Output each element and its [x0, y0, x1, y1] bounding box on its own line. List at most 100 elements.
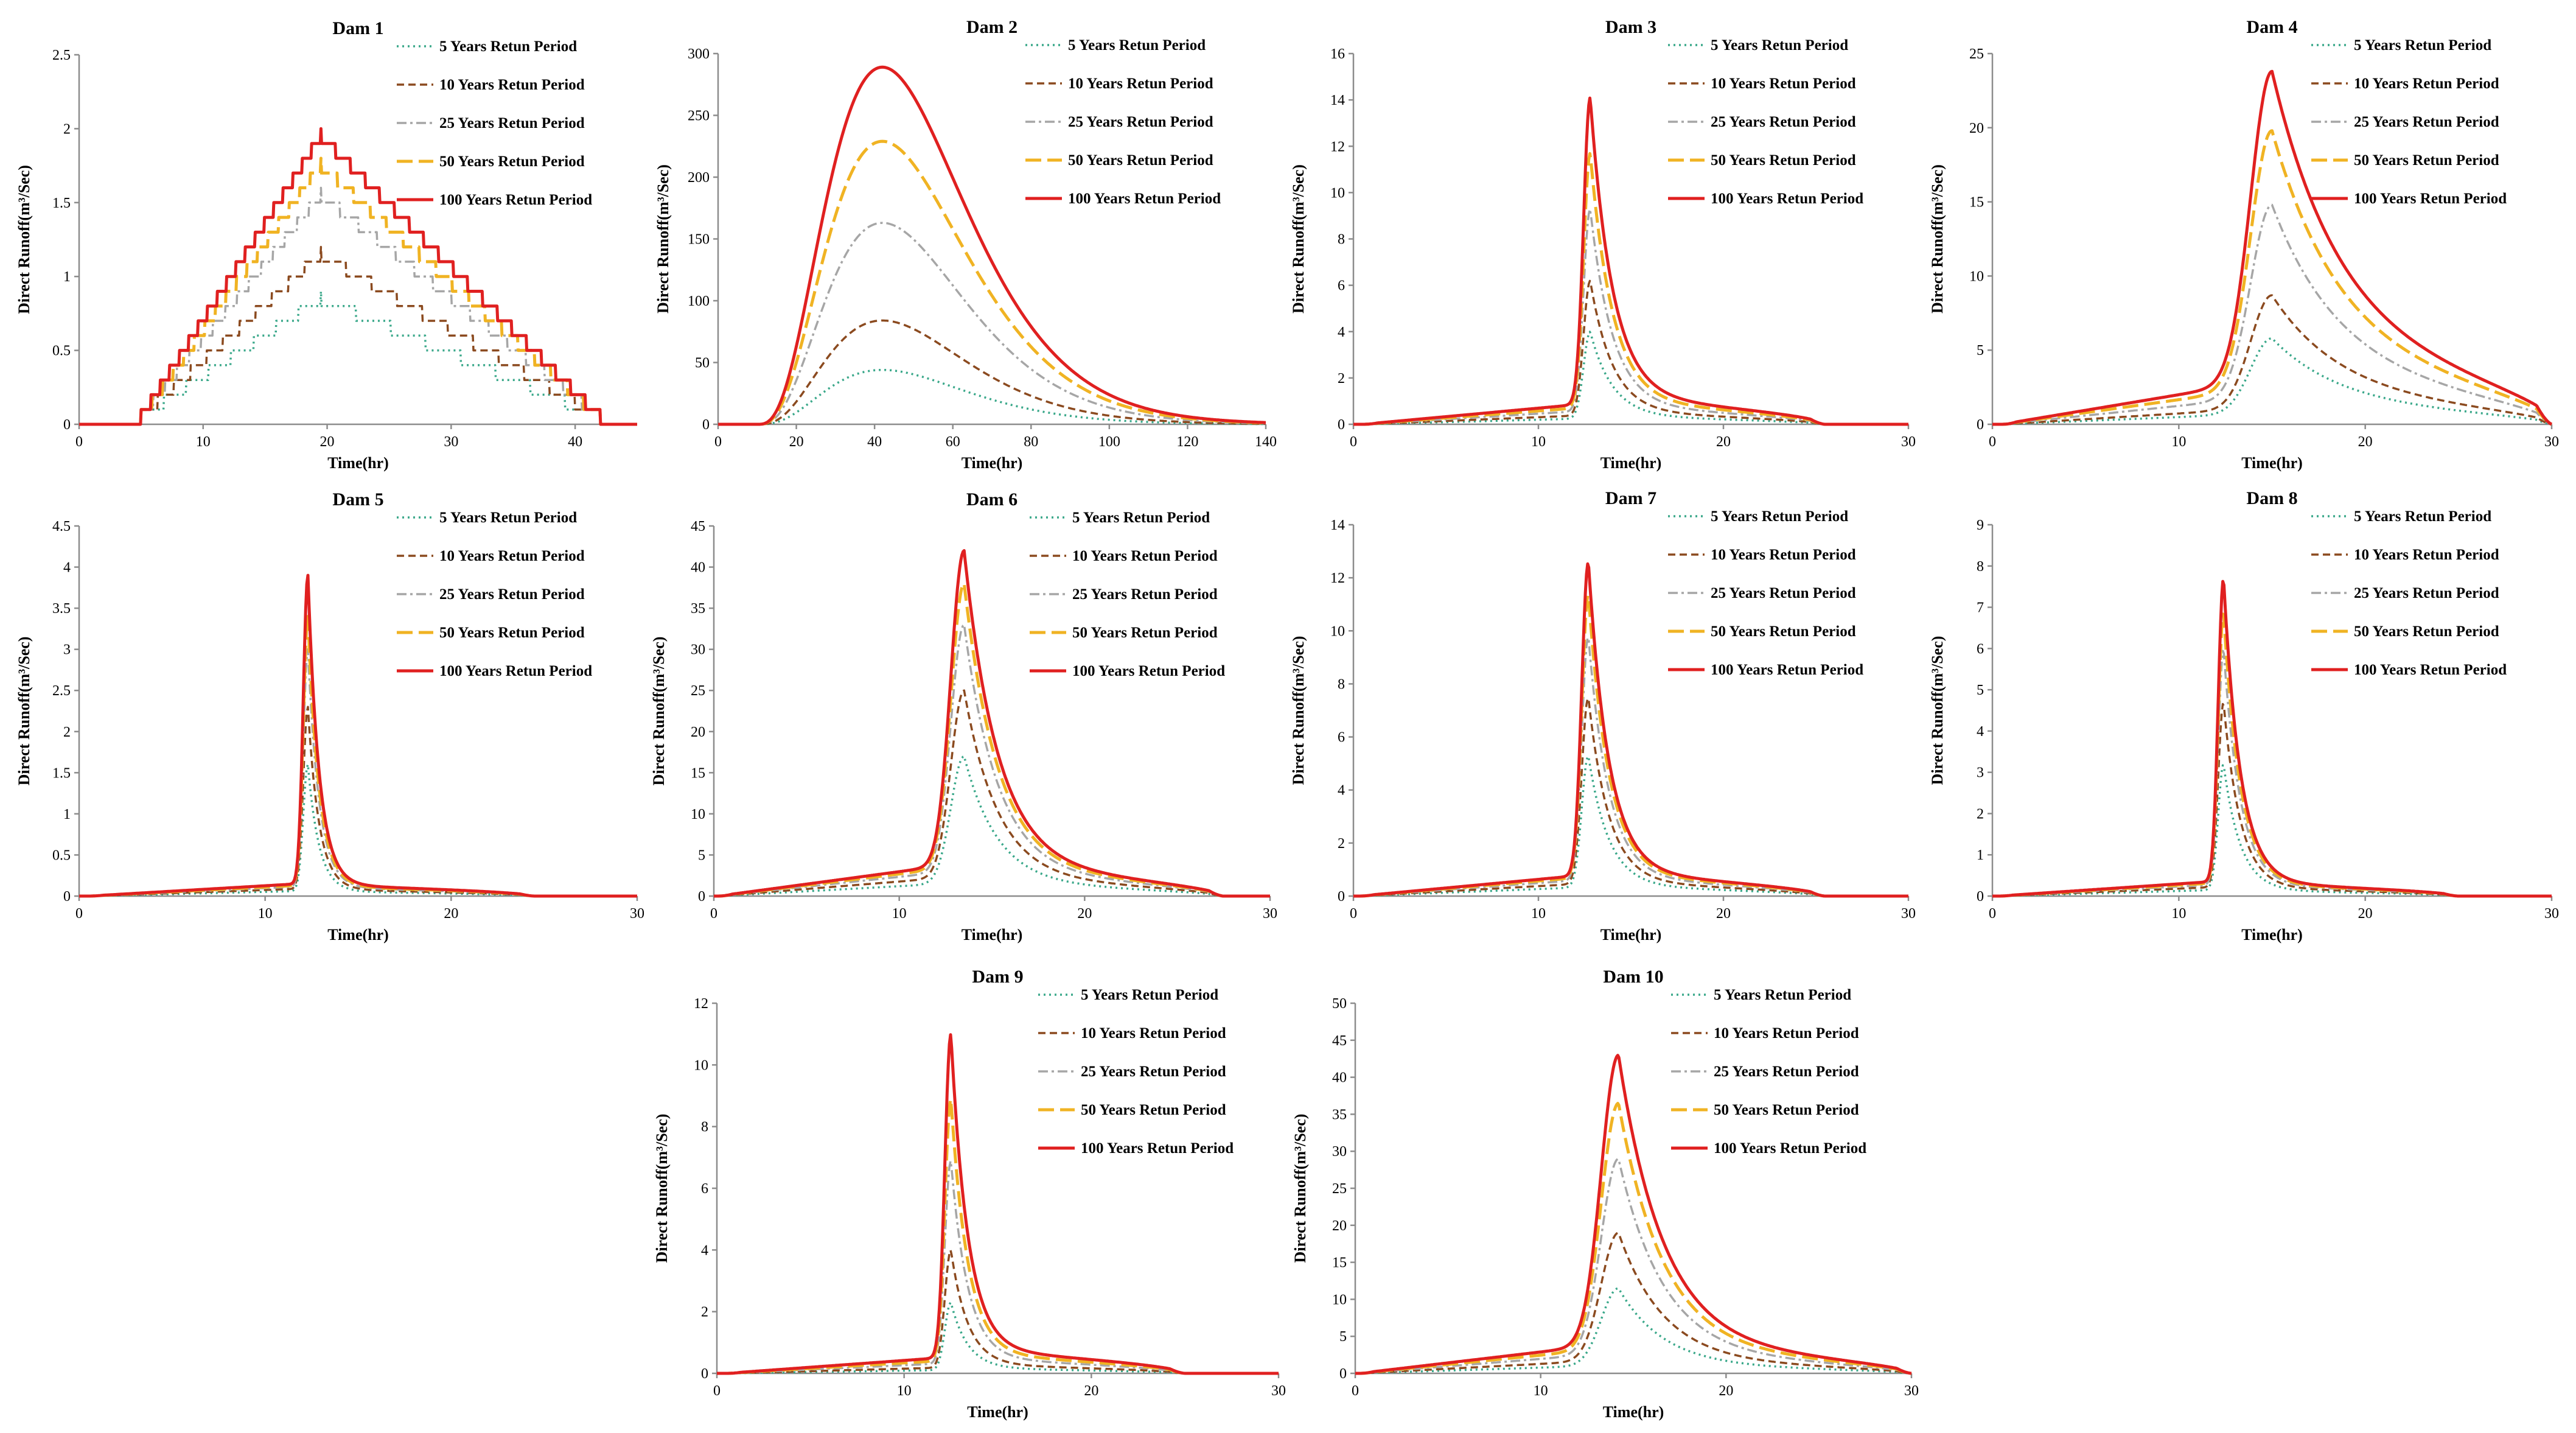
y-tick-label: 0 [1977, 889, 1984, 905]
legend-label-3: 25 Years Retun Period [1714, 1063, 1859, 1080]
y-axis-label: Direct Runoff(m³/Sec) [1929, 636, 1946, 785]
chart-title: Dam 4 [2246, 17, 2297, 37]
y-tick-label: 16 [1330, 46, 1345, 62]
x-tick-label: 30 [1904, 1383, 1919, 1399]
y-tick-label: 6 [1977, 641, 1984, 657]
series-line-5 [1355, 1054, 1912, 1375]
y-tick-label: 0.5 [52, 343, 71, 359]
y-tick-label: 2 [1338, 371, 1345, 387]
y-tick-label: 2.5 [52, 683, 71, 699]
y-tick-label: 5 [1977, 343, 1984, 359]
x-tick-label: 30 [1271, 1383, 1286, 1399]
series-line-4 [1992, 612, 2552, 898]
y-tick-label: 200 [688, 170, 710, 186]
x-axis-label: Time(hr) [2241, 926, 2303, 944]
x-tick-label: 0 [1352, 1383, 1359, 1399]
legend-label-5: 100 Years Retun Period [2354, 662, 2507, 678]
legend-label-1: 5 Years Retun Period [2354, 508, 2491, 525]
chart-title: Dam 3 [1605, 17, 1656, 37]
legend-label-5: 100 Years Retun Period [1714, 1140, 1866, 1157]
y-tick-label: 0 [702, 417, 710, 433]
x-tick-label: 30 [444, 434, 458, 450]
x-tick-label: 10 [258, 906, 273, 922]
y-tick-label: 2 [1338, 836, 1345, 852]
x-tick-label: 10 [2171, 906, 2186, 922]
legend-label-5: 100 Years Retun Period [1072, 663, 1225, 679]
y-tick-label: 4 [1977, 724, 1984, 740]
legend-label-2: 10 Years Retun Period [2354, 547, 2499, 563]
legend: 5 Years Retun Period 10 Years Retun Perio… [2311, 508, 2507, 678]
legend-label-5: 100 Years Retun Period [1711, 191, 1863, 207]
x-axis-label: Time(hr) [962, 454, 1023, 472]
x-tick-label: 20 [2358, 434, 2373, 450]
x-tick-label: 30 [1901, 434, 1916, 450]
y-tick-label: 45 [1332, 1033, 1347, 1049]
x-tick-label: 30 [630, 906, 644, 922]
series-line-1 [718, 368, 1266, 426]
x-tick-label: 0 [1350, 434, 1357, 450]
series-line-5 [78, 127, 638, 426]
x-tick-label: 40 [867, 434, 882, 450]
x-tick-label: 20 [1719, 1383, 1733, 1399]
chart-3: 0 2 4 6 8 10 12 14 16 0 10 20 30 Dam 3 Time(hr) Direct … [1290, 17, 1916, 472]
legend-label-2: 10 Years Retun Period [439, 77, 585, 93]
series-line-3 [1355, 1157, 1912, 1375]
y-tick-label: 0 [1338, 417, 1345, 433]
y-tick-label: 12 [1330, 570, 1345, 586]
y-tick-label: 0 [1977, 417, 1984, 433]
legend-label-1: 5 Years Retun Period [1714, 987, 1851, 1003]
series-line-5 [79, 573, 638, 898]
y-tick-label: 1.5 [52, 195, 71, 211]
y-tick-label: 0.5 [52, 847, 71, 863]
series-line-3 [1992, 203, 2552, 426]
legend: 5 Years Retun Period 10 Years Retun Perio… [1038, 987, 1234, 1157]
y-axis-label: Direct Runoff(m³/Sec) [654, 164, 672, 314]
y-tick-label: 6 [1338, 278, 1345, 294]
y-tick-label: 12 [1330, 139, 1345, 155]
legend-label-2: 10 Years Retun Period [1711, 547, 1856, 563]
x-tick-label: 20 [2358, 906, 2373, 922]
y-tick-label: 2 [701, 1305, 708, 1320]
y-tick-label: 45 [691, 519, 705, 534]
legend-label-1: 5 Years Retun Period [439, 510, 577, 526]
series-line-4 [78, 156, 638, 426]
y-tick-label: 8 [701, 1119, 708, 1135]
legend-label-2: 10 Years Retun Period [1714, 1025, 1859, 1042]
y-tick-label: 8 [1338, 232, 1345, 248]
y-axis-label: Direct Runoff(m³/Sec) [650, 637, 668, 786]
x-tick-label: 20 [320, 434, 335, 450]
y-tick-label: 0 [701, 1366, 708, 1382]
legend-label-1: 5 Years Retun Period [2354, 37, 2491, 54]
legend-label-1: 5 Years Retun Period [1072, 510, 1210, 526]
y-tick-label: 2.5 [52, 47, 71, 63]
y-tick-label: 20 [691, 724, 705, 740]
legend: 5 Years Retun Period 10 Years Retun Perio… [397, 510, 592, 679]
y-tick-label: 3 [63, 642, 71, 658]
x-axis-label: Time(hr) [327, 454, 389, 472]
y-tick-label: 5 [1339, 1329, 1347, 1345]
legend: 5 Years Retun Period 10 Years Retun Perio… [2311, 37, 2507, 207]
series-line-5 [1992, 69, 2553, 426]
y-tick-label: 50 [695, 356, 710, 371]
y-tick-label: 15 [691, 765, 705, 781]
y-tick-label: 4 [701, 1242, 708, 1258]
y-tick-label: 0 [1338, 889, 1345, 905]
series-line-2 [1992, 294, 2552, 426]
y-tick-label: 2 [1977, 806, 1984, 822]
series-line-5 [1992, 580, 2552, 898]
series-line-1 [1355, 1287, 1911, 1375]
x-tick-label: 0 [713, 1383, 721, 1399]
chart-title: Dam 7 [1605, 488, 1656, 508]
legend-label-3: 25 Years Retun Period [2354, 114, 2499, 130]
y-tick-label: 35 [1332, 1107, 1347, 1123]
x-tick-label: 10 [897, 1383, 912, 1399]
y-axis-label: Direct Runoff(m³/Sec) [1290, 636, 1307, 785]
series-line-1 [1353, 755, 1908, 897]
series-line-3 [718, 222, 1266, 426]
series-line-4 [79, 615, 638, 898]
series-line-1 [717, 1301, 1279, 1375]
x-tick-label: 80 [1024, 434, 1038, 450]
y-tick-label: 6 [1338, 730, 1345, 746]
legend-label-4: 50 Years Retun Period [1072, 625, 1218, 641]
y-tick-label: 5 [698, 847, 705, 863]
